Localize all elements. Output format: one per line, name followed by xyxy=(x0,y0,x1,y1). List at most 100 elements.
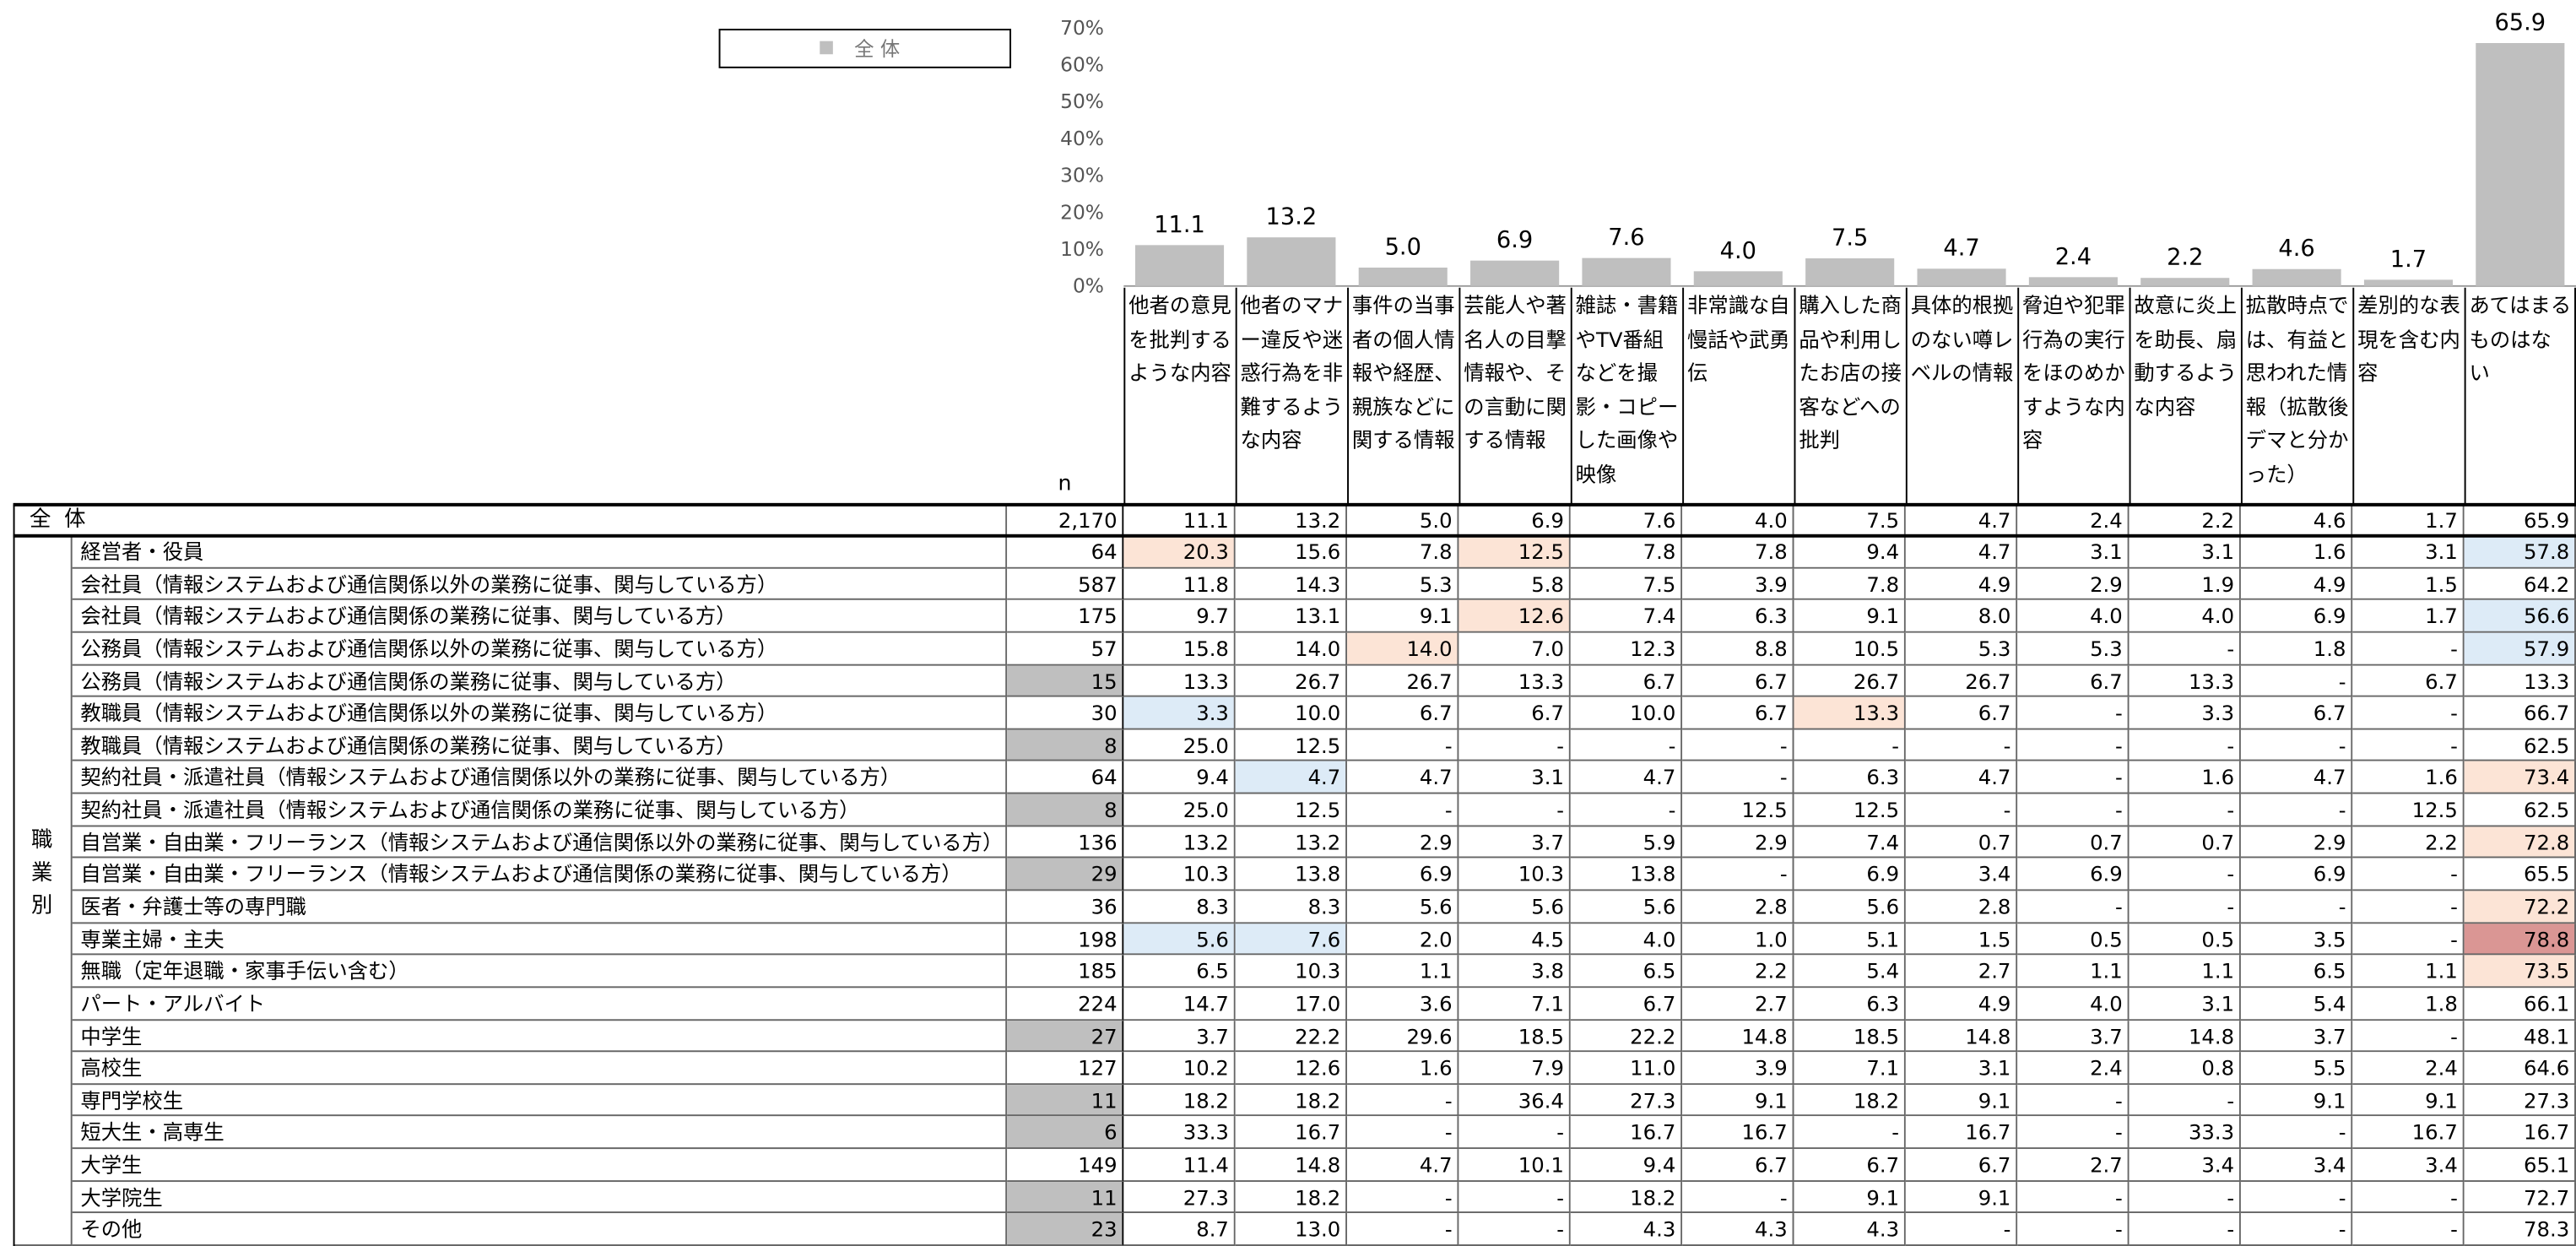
value-cell: - xyxy=(1905,794,2018,826)
value-cell: 33.3 xyxy=(2129,1117,2241,1150)
value-cell: 18.2 xyxy=(1235,1084,1348,1118)
value-cell: 7.4 xyxy=(1794,826,1906,859)
value-cell: - xyxy=(2352,696,2465,730)
row-label: 契約社員・派遣社員（情報システムおよび通信関係以外の業務に従事、関与している方） xyxy=(72,761,1008,794)
value-cell: 2.2 xyxy=(2352,826,2465,859)
value-cell: 8.0 xyxy=(1905,600,2018,633)
value-cell: 13.1 xyxy=(1235,600,1348,633)
bar xyxy=(1247,237,1336,286)
value-cell: 65.5 xyxy=(2464,859,2576,891)
value-cell: 18.5 xyxy=(1794,1020,1906,1053)
value-cell: 2.2 xyxy=(2129,504,2241,536)
value-cell: 17.0 xyxy=(1235,988,1348,1021)
value-cell: 27.3 xyxy=(1570,1084,1683,1118)
row-label: 経営者・役員 xyxy=(72,535,1008,569)
value-cell: 73.4 xyxy=(2464,761,2576,794)
value-cell: 6.3 xyxy=(1682,600,1794,633)
row-label: 医者・弁護士等の専門職 xyxy=(72,891,1008,924)
value-cell: 18.2 xyxy=(1235,1181,1348,1214)
value-cell: 72.8 xyxy=(2464,826,2576,859)
n-cell: 136 xyxy=(1007,826,1124,859)
value-cell: 1.7 xyxy=(2352,600,2465,633)
value-cell: 9.1 xyxy=(1905,1181,2018,1214)
value-cell: - xyxy=(1347,1213,1459,1246)
value-cell: 1.9 xyxy=(2129,568,2241,601)
value-cell: 7.5 xyxy=(1570,568,1683,601)
n-cell: 8 xyxy=(1007,729,1124,762)
value-cell: 12.5 xyxy=(1235,729,1348,762)
value-cell: 5.6 xyxy=(1347,891,1459,924)
legend-label: 全 体 xyxy=(854,37,900,61)
column-header: 雑誌・書籍やTV番組などを撮影・コピーした画像や映像 xyxy=(1570,287,1682,505)
value-cell: 5.3 xyxy=(1905,632,2018,665)
value-cell: - xyxy=(2129,632,2241,665)
n-cell: 11 xyxy=(1007,1181,1124,1214)
row-label: 専門学校生 xyxy=(72,1084,1008,1118)
row-label: 自営業・自由業・フリーランス（情報システムおよび通信関係の業務に従事、関与してい… xyxy=(72,859,1008,891)
bar xyxy=(1582,257,1671,286)
value-cell: 7.8 xyxy=(1347,535,1459,569)
value-cell: - xyxy=(1347,1117,1459,1150)
value-cell: 65.1 xyxy=(2464,1149,2576,1182)
value-cell: 1.6 xyxy=(2240,535,2353,569)
row-label: 専業主婦・主夫 xyxy=(72,923,1008,956)
value-cell: 4.7 xyxy=(1347,1149,1459,1182)
value-cell: 6.7 xyxy=(2352,664,2465,697)
bar-value-label: 4.6 xyxy=(2278,236,2314,262)
value-cell: - xyxy=(1347,1181,1459,1214)
value-cell: 16.7 xyxy=(2352,1117,2465,1150)
bar-value-label: 7.5 xyxy=(1832,225,1868,251)
column-header: 非常識な自慢話や武勇伝 xyxy=(1682,287,1794,505)
value-cell: 2.9 xyxy=(2240,826,2353,859)
value-cell: 8.3 xyxy=(1235,891,1348,924)
value-cell: 16.7 xyxy=(2464,1117,2576,1150)
value-cell: 14.8 xyxy=(1905,1020,2018,1053)
value-cell: 4.7 xyxy=(1347,761,1459,794)
value-cell: 7.8 xyxy=(1570,535,1683,569)
value-cell: 4.5 xyxy=(1458,923,1571,956)
value-cell: - xyxy=(2017,696,2130,730)
value-cell: 0.5 xyxy=(2129,923,2241,956)
value-cell: 10.2 xyxy=(1123,1052,1236,1085)
y-tick-label: 50% xyxy=(1060,89,1104,113)
n-header: n xyxy=(1058,471,1072,497)
value-cell: 1.1 xyxy=(2352,955,2465,989)
value-cell: - xyxy=(2240,1181,2353,1214)
bar xyxy=(1470,260,1560,286)
bar xyxy=(2363,279,2454,286)
value-cell: - xyxy=(1458,1117,1571,1150)
value-cell: 14.7 xyxy=(1123,988,1236,1021)
value-cell: 4.0 xyxy=(2017,988,2130,1021)
value-cell: 4.6 xyxy=(2240,504,2353,536)
value-cell: 5.3 xyxy=(2017,632,2130,665)
value-cell: 0.7 xyxy=(2129,826,2241,859)
row-label: 公務員（情報システムおよび通信関係以外の業務に従事、関与している方） xyxy=(72,632,1008,665)
value-cell: 6.9 xyxy=(2240,859,2353,891)
value-cell: - xyxy=(2352,923,2465,956)
y-tick-label: 20% xyxy=(1060,200,1104,224)
value-cell: - xyxy=(2352,729,2465,762)
value-cell: 5.4 xyxy=(1794,955,1906,989)
row-label: 公務員（情報システムおよび通信関係の業務に従事、関与している方） xyxy=(72,664,1008,697)
value-cell: 1.5 xyxy=(2352,568,2465,601)
value-cell: 6.7 xyxy=(1682,696,1794,730)
value-cell: 4.0 xyxy=(1570,923,1683,956)
bar xyxy=(1693,271,1783,286)
value-cell: 3.7 xyxy=(2240,1020,2353,1053)
value-cell: 13.8 xyxy=(1235,859,1348,891)
value-cell: 14.0 xyxy=(1235,632,1348,665)
y-tick-label: 10% xyxy=(1060,237,1104,261)
value-cell: 66.1 xyxy=(2464,988,2576,1021)
n-cell: 127 xyxy=(1007,1052,1124,1085)
bar xyxy=(1134,245,1225,286)
value-cell: 9.1 xyxy=(1682,1084,1794,1118)
y-tick-label: 60% xyxy=(1060,53,1104,77)
value-cell: 3.4 xyxy=(2129,1149,2241,1182)
value-cell: - xyxy=(1794,729,1906,762)
value-cell: 5.6 xyxy=(1570,891,1683,924)
value-cell: 3.8 xyxy=(1458,955,1571,989)
table-border xyxy=(13,504,2576,1246)
n-cell: 36 xyxy=(1007,891,1124,924)
value-cell: 7.8 xyxy=(1682,535,1794,569)
n-cell: 149 xyxy=(1007,1149,1124,1182)
